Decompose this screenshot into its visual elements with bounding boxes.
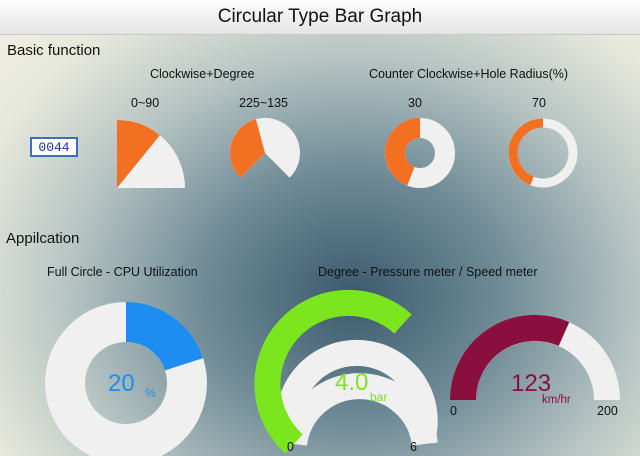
clockwise-label: Clockwise+Degree (150, 67, 255, 81)
pressure-meter-gauge (254, 289, 438, 454)
gauge-hole-30-label: 30 (408, 96, 422, 110)
meters-label: Degree - Pressure meter / Speed meter (318, 265, 538, 279)
pressure-min-label: 0 (287, 440, 294, 454)
gauge-225-135-fill (230, 119, 265, 178)
gauge-0-90-label: 0~90 (131, 96, 160, 110)
basic-section-label: Basic function (7, 42, 101, 59)
gauge-hole-30-fill (385, 118, 455, 188)
value-counter-display: 0044 (30, 137, 78, 157)
speed-meter-gauge (449, 314, 620, 401)
gauge-0-90 (117, 119, 185, 188)
gauge-hole-70-fill (508, 118, 578, 188)
speed-min-label: 0 (450, 404, 457, 418)
cpu-utilization-gauge (45, 302, 207, 456)
speed-value: 123 (511, 370, 552, 397)
gauge-0-90-fill (117, 119, 160, 188)
cpu-fill (45, 302, 207, 456)
pressure-fill (254, 289, 412, 454)
pressure-unit: bar (370, 390, 388, 404)
window-title: Circular Type Bar Graph (0, 0, 640, 35)
speed-fill (449, 314, 570, 401)
speed-max-label: 200 (597, 404, 618, 418)
speed-unit: km/hr (542, 394, 571, 406)
gauge-225-135 (230, 117, 301, 178)
gauge-hole-70-label: 70 (532, 96, 546, 110)
cpu-value: 20 (108, 370, 135, 397)
title-text: Circular Type Bar Graph (217, 6, 423, 27)
application-section-label: Appilcation (6, 230, 80, 247)
cpu-gauge-label: Full Circle - CPU Utilization (47, 265, 198, 279)
pressure-track-lower (275, 339, 438, 444)
gauge-hole-30 (385, 118, 455, 188)
gauge-225-135-label: 225~135 (239, 96, 289, 110)
gauge-hole-70 (508, 118, 578, 188)
pressure-value: 4.0 (335, 369, 369, 396)
cpu-unit: % (145, 386, 156, 400)
pressure-max-label: 6 (410, 440, 417, 454)
counter-clockwise-label: Counter Clockwise+Hole Radius(%) (369, 67, 569, 81)
